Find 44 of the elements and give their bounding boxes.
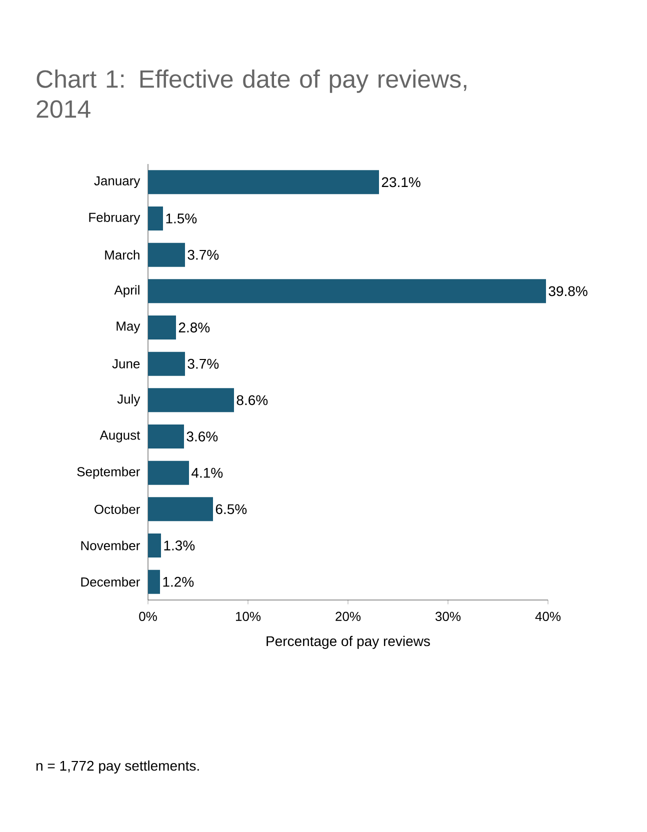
bar: [148, 424, 184, 448]
bar: [148, 570, 160, 594]
data-label: 23.1%: [382, 177, 420, 188]
data-label: 2.8%: [178, 322, 210, 332]
text: n = 1,772 pay settlements.: [36, 760, 199, 774]
bar: [148, 316, 176, 340]
bar: [148, 170, 379, 194]
data-label: 3.7%: [188, 358, 219, 369]
y-tick-label: December: [81, 577, 140, 587]
data-label: 1.3%: [164, 540, 195, 550]
data-label: 6.5%: [216, 504, 247, 514]
data-label: 3.7%: [188, 250, 219, 260]
bar: [148, 388, 234, 412]
y-tick-label: February: [89, 212, 140, 225]
bar: [148, 497, 213, 522]
y-tick-label: March: [105, 250, 140, 260]
x-tick-label: 20%: [336, 612, 361, 622]
bar: [148, 206, 163, 230]
bar: [148, 534, 161, 558]
y-tick-label: May: [116, 322, 140, 334]
data-label: 3.6%: [186, 432, 218, 442]
x-tick-label: 0%: [139, 612, 157, 622]
x-tick-label: 30%: [435, 612, 461, 622]
y-tick-label: April: [114, 285, 140, 298]
data-label: 8.6%: [236, 395, 268, 406]
y-tick-label: October: [94, 504, 140, 514]
data-label: 4.1%: [192, 468, 223, 478]
x-axis-title: Percentage of pay reviews: [266, 636, 430, 649]
chart-title: Chart 1: Effective date of pay reviews, 2014: [36, 70, 466, 118]
x-tick-label: 10%: [236, 612, 261, 622]
data-label: 1.5%: [166, 214, 197, 224]
bar: [148, 242, 185, 267]
data-label: 1.2%: [163, 576, 194, 587]
y-tick-label: November: [81, 540, 140, 550]
y-tick-label: July: [117, 394, 140, 406]
y-tick-label: June: [112, 359, 140, 368]
y-tick-label: September: [77, 466, 140, 479]
y-tick-label: January: [94, 176, 140, 188]
bar: [148, 460, 189, 485]
y-tick-label: August: [100, 430, 140, 442]
data-label: 39.8%: [548, 286, 588, 296]
bar: [148, 352, 185, 376]
bar: [148, 279, 546, 304]
x-tick-label: 40%: [535, 612, 561, 622]
